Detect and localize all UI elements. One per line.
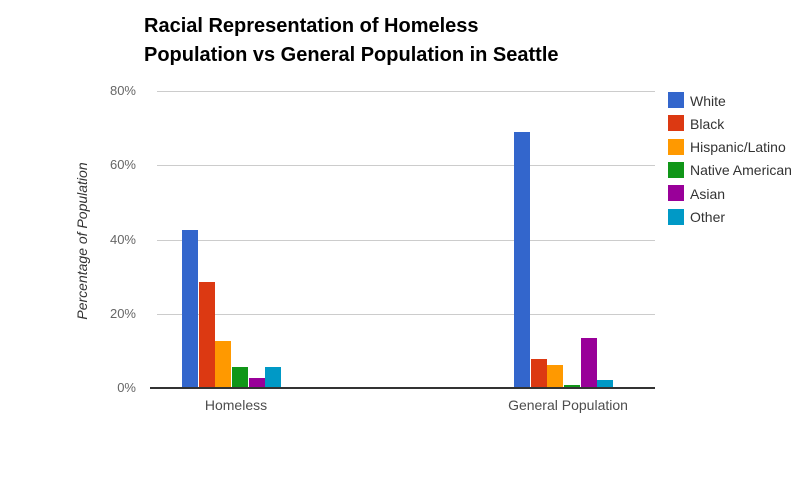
legend-label-hispanic-latino: Hispanic/Latino — [690, 139, 786, 156]
legend-swatch-hispanic-latino — [668, 138, 684, 155]
chart-title-line1: Racial Representation of Homeless — [144, 15, 479, 37]
legend-label-black: Black — [690, 115, 725, 132]
x-label-homeless: Homeless — [204, 397, 268, 413]
bar-homeless-black — [198, 281, 215, 388]
legend-label-white: White — [690, 92, 726, 109]
bar-homeless-asian — [248, 378, 265, 388]
bar-homeless-other — [265, 366, 282, 388]
legend-swatch-other — [668, 208, 684, 225]
y-tick-80: 80% — [109, 83, 136, 98]
x-label-general-population: General Population — [508, 397, 628, 413]
bar-general-population-asian — [580, 337, 597, 388]
legend-swatch-native-american — [668, 161, 684, 178]
y-tick-0: 0% — [117, 380, 136, 395]
chart-title-line2: Population vs General Population in Seat… — [144, 44, 559, 66]
bar-homeless-native-american — [231, 366, 248, 388]
bar-general-population-native-american — [564, 384, 580, 388]
legend-label-native-american: Native American — [690, 162, 792, 179]
legend-swatch-black — [668, 115, 684, 132]
bar-homeless-hispanic-latino — [215, 340, 232, 388]
bar-homeless-white — [182, 229, 198, 388]
y-tick-60: 60% — [109, 157, 136, 172]
gridline-60 — [157, 165, 655, 166]
bar-general-population-black — [530, 359, 547, 388]
y-tick-40: 40% — [109, 232, 136, 247]
chart-title: Racial Representation of Homeless Popula… — [144, 12, 559, 70]
gridline-20 — [157, 314, 655, 315]
legend-label-asian: Asian — [690, 185, 726, 202]
bar-general-population-white — [514, 131, 530, 388]
y-tick-20: 20% — [109, 306, 136, 321]
x-axis-line — [150, 387, 655, 389]
legend-label-other: Other — [690, 209, 726, 225]
gridline-40 — [157, 240, 655, 241]
bar-general-population-other — [597, 380, 614, 388]
bar-general-population-hispanic-latino — [547, 365, 564, 388]
legend-swatch-asian — [668, 185, 684, 202]
gridline-80 — [157, 91, 655, 92]
legend-swatch-white — [668, 92, 684, 108]
